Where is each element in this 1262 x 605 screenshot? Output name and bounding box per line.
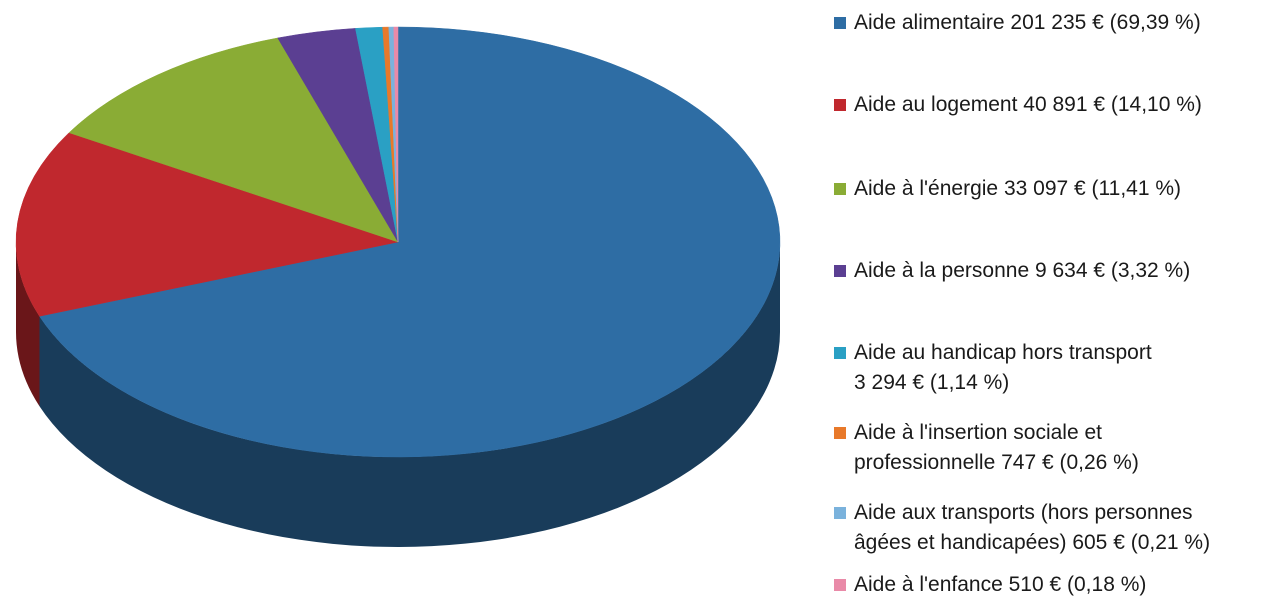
legend-swatch — [834, 183, 846, 195]
pie-slice-side-2 — [16, 242, 40, 407]
legend-swatch — [834, 427, 846, 439]
legend-swatch — [834, 265, 846, 277]
legend-label: Aide aux transports (hors personnes âgée… — [854, 501, 1211, 554]
legend: Aide alimentaire 201 235 € (69,39 %) Aide… — [832, 0, 1262, 605]
pie-slice-8 — [393, 26, 399, 243]
legend-label: Aide alimentaire 201 235 € (69,39 %) — [854, 11, 1201, 34]
pie-slice-2 — [15, 132, 399, 317]
legend-swatch — [834, 507, 846, 519]
pie-slice-1 — [39, 26, 781, 458]
pie-plot — [15, 26, 781, 547]
legend-label: Aide au logement 40 891 € (14,10 %) — [854, 93, 1202, 116]
legend-label: Aide à l'énergie 33 097 € (11,41 %) — [854, 177, 1182, 200]
pie-slice-side-1 — [39, 242, 781, 547]
pie-slice-3 — [68, 37, 399, 243]
legend-swatch — [834, 347, 846, 359]
legend-label: Aide à l'enfance 510 € (0,18 %) — [854, 573, 1147, 596]
legend-label: Aide à l'insertion sociale et profession… — [854, 421, 1139, 474]
legend-swatch — [834, 579, 846, 591]
legend-swatch — [834, 99, 846, 111]
legend-label: Aide au handicap hors transport 3 294 € … — [854, 341, 1152, 394]
legend-swatch — [834, 17, 846, 29]
legend-label: Aide à la personne 9 634 € (3,32 %) — [854, 259, 1191, 282]
